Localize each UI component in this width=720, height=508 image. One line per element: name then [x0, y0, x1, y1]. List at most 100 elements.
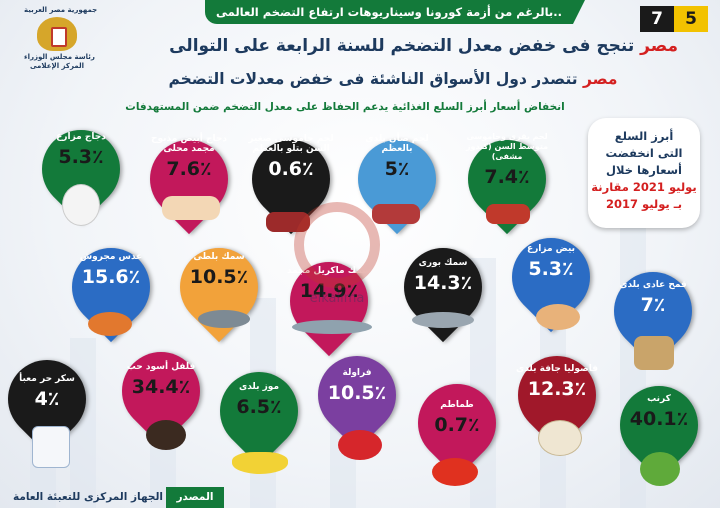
item-poultry: دجاج مزارع 5.3٪ — [38, 122, 124, 168]
wheat-sack-icon — [634, 336, 674, 370]
cabbage-icon — [640, 452, 680, 486]
item-label: بيض مزارع — [526, 244, 576, 254]
item-label: لحم بقرى وجاموسى متوسط السن (كندوز مشفى) — [465, 132, 549, 161]
eggs-icon — [536, 304, 580, 330]
item-beans: فاصوليا جافة بلدى 12.3٪ — [514, 354, 600, 400]
info-box: أبرز السلع التى انخفضت أسعارها خلال يولي… — [588, 118, 700, 228]
seal-line-3: المركز الإعلامى — [29, 62, 85, 70]
item-label: دجاج أبيض مذبوح مجمد محلى — [151, 134, 227, 154]
item-value: 14.9٪ — [299, 280, 359, 302]
item-label: لحم جاموسى صغير السن بتلو بالعظم — [248, 134, 334, 154]
item-value: 34.4٪ — [131, 376, 191, 398]
item-cabbage: كرنب 40.1٪ — [616, 384, 702, 430]
info-line-1: أبرز السلع — [614, 129, 674, 143]
item-label: فراولة — [342, 368, 372, 378]
item-white-chicken: دجاج أبيض مذبوح مجمد محلى 7.6٪ — [146, 134, 232, 180]
item-label: كرنب — [647, 394, 671, 404]
item-value: 0.7٪ — [434, 414, 480, 436]
item-lamb: لحم ضأن بلدى بالعظم 5٪ — [354, 134, 440, 180]
item-label: موز بلدى — [238, 382, 280, 392]
info-line-3: أسعارها خلال — [606, 163, 682, 177]
item-value: 10.5٪ — [189, 266, 249, 288]
item-value: 14.3٪ — [413, 272, 473, 294]
source-bar: المصدر الجهاز المركزى للتعبئة العامة وال… — [0, 487, 720, 508]
chicken-icon — [62, 184, 100, 226]
lentils-icon — [88, 312, 132, 336]
item-value: 40.1٪ — [629, 408, 689, 430]
seal-line-2: رئاسة مجلس الوزراء — [24, 53, 95, 61]
page-current: 5 — [674, 6, 708, 32]
item-value: 12.3٪ — [527, 378, 587, 400]
item-label: فاصوليا جافة بلدى — [515, 364, 599, 374]
item-label: سكر حر معبأ — [19, 374, 75, 384]
info-line-2: التى انخفضت — [605, 146, 683, 160]
item-banana: موز بلدى 6.5٪ — [216, 372, 302, 418]
item-label: طماطم — [440, 400, 474, 410]
title-line-2: مصر تتصدر دول الأسواق الناشئة فى خفض معد… — [108, 70, 678, 88]
item-value: 5.3٪ — [528, 258, 574, 280]
meat-icon — [266, 212, 310, 232]
item-tomato: طماطم 0.7٪ — [414, 390, 500, 436]
tomato-icon — [432, 458, 478, 486]
strawberry-icon — [338, 430, 382, 460]
item-label: فلفل أسود حب — [126, 362, 196, 372]
beans-icon — [538, 420, 582, 456]
page-badge: 7 5 — [640, 6, 708, 32]
mullet-fish-icon — [412, 312, 474, 328]
item-value: 0.6٪ — [268, 158, 314, 180]
info-line-4: يوليو 2021 مقارنة — [591, 180, 697, 194]
tilapia-fish-icon — [198, 310, 250, 328]
item-tilapia: سمك بلطى 10.5٪ — [176, 242, 262, 288]
seal-line-1: جمهورية مصر العربية — [24, 6, 98, 14]
source-text: الجهاز المركزى للتعبئة العامة والإحصاء — [12, 491, 164, 503]
item-black-pepper: فلفل أسود حب 34.4٪ — [118, 352, 204, 398]
item-label: قمح عادى بلدى — [619, 280, 687, 290]
item-value: 7.6٪ — [166, 158, 212, 180]
eagle-emblem-icon — [37, 17, 77, 51]
item-strawberry: فراولة 10.5٪ — [314, 358, 400, 404]
watermark-logo: elkalima — [294, 202, 380, 306]
source-label: المصدر — [166, 487, 224, 508]
item-value: 5.3٪ — [58, 146, 104, 168]
item-label: عدس مجروش — [79, 252, 143, 262]
info-line-5: بـ يوليو 2017 — [605, 197, 683, 211]
title-highlight-2: مصر — [583, 70, 618, 88]
item-label: سمك بورى — [418, 258, 468, 268]
title-highlight-1: مصر — [640, 36, 678, 56]
item-value: 15.6٪ — [81, 266, 141, 288]
black-pepper-icon — [146, 420, 186, 450]
frozen-chicken-icon — [162, 196, 220, 220]
cabinet-seal: جمهورية مصر العربية رئاسة مجلس الوزراء ا… — [24, 6, 98, 80]
item-sugar: سكر حر معبأ 4٪ — [4, 364, 90, 410]
mackerel-fish-icon — [292, 320, 372, 334]
item-label: لحم ضأن بلدى بالعظم — [365, 134, 429, 154]
item-eggs: بيض مزارع 5.3٪ — [508, 234, 594, 280]
item-value: 10.5٪ — [327, 382, 387, 404]
page-total: 7 — [640, 6, 674, 32]
lamb-meat-icon — [372, 204, 420, 224]
item-label: سمك بلطى — [193, 252, 245, 262]
watermark-text: elkalima — [310, 291, 365, 306]
item-buffalo-meat: لحم جاموسى صغير السن بتلو بالعظم 0.6٪ — [248, 134, 334, 180]
item-mackerel: سمك ماكريل مجمد 14.9٪ — [286, 256, 372, 302]
item-mullet: سمك بورى 14.3٪ — [400, 248, 486, 294]
beef-icon — [486, 204, 530, 224]
item-value: 7٪ — [640, 294, 666, 316]
item-beef: لحم بقرى وجاموسى متوسط السن (كندوز مشفى)… — [464, 132, 550, 188]
banana-icon — [232, 452, 288, 474]
item-wheat: قمح عادى بلدى 7٪ — [610, 270, 696, 316]
sugar-bag-icon — [32, 426, 70, 468]
title-text-2: تتصدر دول الأسواق الناشئة فى خفض معدلات … — [168, 70, 578, 88]
item-lentils: عدس مجروش 15.6٪ — [68, 242, 154, 288]
title-text-1: تنجح فى خفض معدل التضخم للسنة الرابعة عل… — [169, 36, 635, 56]
item-value: 5٪ — [384, 158, 410, 180]
item-value: 7.4٪ — [484, 166, 530, 188]
item-value: 4٪ — [34, 388, 60, 410]
item-label: دجاج مزارع — [56, 132, 106, 142]
top-banner: بالرغم من أزمة كورونا وسيناريوهات ارتفاع… — [205, 0, 585, 24]
item-label: سمك ماكريل مجمد — [286, 266, 372, 276]
item-value: 6.5٪ — [236, 396, 282, 418]
title-line-1: مصر تنجح فى خفض معدل التضخم للسنة الرابع… — [108, 36, 678, 56]
subtitle: انخفاض أسعار أبرز السلع الغذائية يدعم ال… — [125, 101, 565, 113]
